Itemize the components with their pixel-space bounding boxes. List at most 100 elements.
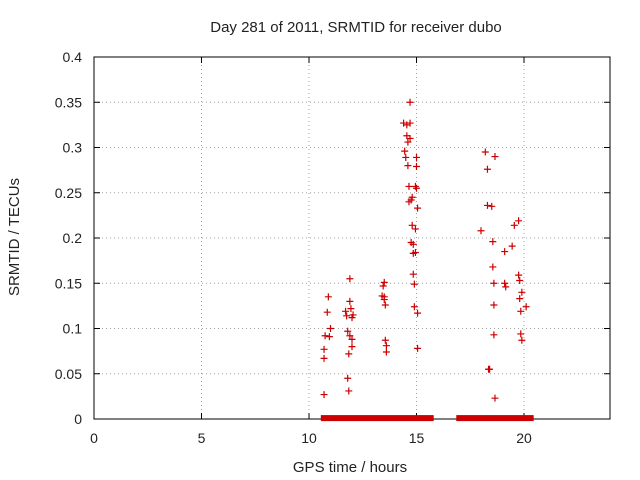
data-point bbox=[501, 248, 509, 256]
data-point bbox=[381, 301, 389, 309]
data-point bbox=[518, 288, 526, 296]
data-point bbox=[517, 307, 525, 315]
y-tick-label: 0.35 bbox=[55, 94, 82, 110]
data-point bbox=[517, 330, 525, 338]
y-tick-label: 0.25 bbox=[55, 185, 82, 201]
data-point bbox=[491, 153, 499, 161]
data-point bbox=[347, 305, 355, 313]
data-point bbox=[483, 165, 491, 173]
data-point bbox=[508, 242, 516, 250]
data-point bbox=[414, 344, 422, 352]
data-point bbox=[408, 221, 416, 229]
data-point bbox=[344, 374, 352, 382]
data-point bbox=[348, 343, 356, 351]
data-point bbox=[320, 391, 328, 399]
data-point bbox=[345, 387, 353, 395]
data-point bbox=[381, 336, 389, 344]
y-tick-label: 0.2 bbox=[63, 230, 83, 246]
data-point bbox=[490, 331, 498, 339]
data-point bbox=[515, 217, 523, 225]
x-axis-label: GPS time / hours bbox=[293, 459, 407, 476]
x-tick-label: 20 bbox=[516, 430, 532, 446]
grid bbox=[94, 57, 610, 419]
x-tick-label: 10 bbox=[301, 430, 317, 446]
data-point bbox=[489, 263, 497, 271]
data-point bbox=[414, 204, 422, 212]
data-point bbox=[409, 270, 417, 278]
axis-ticks: 0 0.05 0.1 0.15 0.2 0.25 0.3 0.35 0.4 0 5 10 15 20 bbox=[55, 49, 610, 446]
data-point bbox=[413, 153, 420, 161]
data-point bbox=[502, 283, 510, 291]
data-point bbox=[413, 184, 420, 192]
data-point bbox=[346, 332, 354, 340]
data-point bbox=[379, 282, 387, 290]
data-point bbox=[411, 248, 419, 256]
data-point bbox=[413, 163, 420, 171]
data-point bbox=[411, 182, 419, 190]
y-tick-label: 0.15 bbox=[55, 275, 82, 291]
chart-title: Day 281 of 2011, SRMTID for receiver dub… bbox=[210, 19, 502, 36]
data-point bbox=[490, 301, 498, 309]
zero-band-segment bbox=[456, 415, 534, 422]
data-point bbox=[344, 327, 352, 335]
data-point bbox=[404, 138, 412, 146]
y-tick-label: 0.4 bbox=[63, 49, 83, 65]
y-tick-label: 0.1 bbox=[63, 321, 83, 337]
data-point bbox=[490, 279, 498, 287]
data-point bbox=[411, 225, 419, 233]
data-point bbox=[481, 148, 489, 156]
data-point bbox=[489, 238, 497, 246]
data-point bbox=[414, 309, 422, 317]
data-point bbox=[491, 394, 499, 402]
data-point bbox=[406, 134, 414, 142]
data-point bbox=[321, 332, 329, 340]
data-point bbox=[488, 202, 496, 210]
data-point bbox=[516, 277, 524, 285]
data-point bbox=[403, 121, 411, 129]
data-point bbox=[409, 240, 417, 248]
data-point bbox=[410, 303, 418, 311]
data-point bbox=[348, 335, 356, 343]
data-point bbox=[349, 311, 357, 319]
data-point bbox=[501, 279, 509, 287]
x-tick-label: 0 bbox=[90, 430, 98, 446]
y-tick-label: 0.05 bbox=[55, 366, 82, 382]
data-point bbox=[408, 193, 416, 201]
data-point bbox=[325, 333, 333, 341]
data-point bbox=[410, 280, 418, 288]
plot-frame bbox=[93, 56, 611, 420]
data-point bbox=[522, 303, 530, 311]
data-point bbox=[343, 312, 351, 320]
data-point bbox=[382, 348, 390, 356]
data-point bbox=[516, 295, 524, 303]
data-point bbox=[510, 221, 518, 229]
data-point bbox=[405, 182, 413, 190]
data-point bbox=[320, 354, 328, 362]
data-point bbox=[380, 278, 388, 286]
data-points bbox=[320, 98, 530, 402]
y-tick-label: 0 bbox=[74, 411, 82, 427]
data-point bbox=[324, 293, 332, 301]
data-point bbox=[323, 308, 331, 316]
data-point bbox=[320, 345, 328, 353]
data-point bbox=[406, 98, 414, 106]
data-point bbox=[342, 307, 350, 315]
y-axis-label: SRMTID / TECUs bbox=[6, 178, 23, 296]
data-point bbox=[518, 336, 526, 344]
y-tick-label: 0.3 bbox=[63, 140, 83, 156]
zero-band-segment bbox=[320, 415, 434, 422]
data-point bbox=[345, 350, 353, 358]
data-point bbox=[346, 275, 354, 283]
data-point bbox=[477, 227, 485, 235]
data-point bbox=[406, 119, 414, 127]
data-point bbox=[486, 365, 494, 373]
data-point bbox=[404, 162, 412, 170]
data-point bbox=[402, 153, 410, 161]
x-tick-label: 15 bbox=[409, 430, 425, 446]
data-point bbox=[515, 271, 523, 279]
data-point bbox=[483, 201, 491, 209]
zero-value-band bbox=[320, 415, 534, 422]
data-point bbox=[327, 325, 334, 332]
data-point bbox=[346, 297, 354, 305]
